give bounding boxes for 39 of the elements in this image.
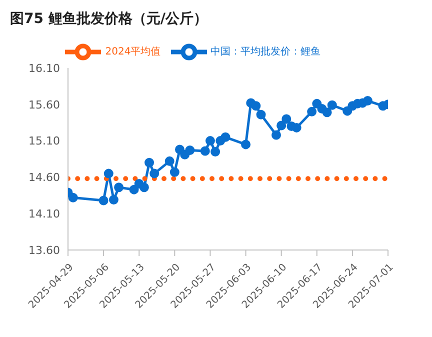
- point: [322, 108, 332, 118]
- point: [307, 106, 317, 116]
- point: [174, 144, 184, 154]
- point: [108, 195, 118, 205]
- point: [114, 182, 124, 192]
- y-tick-label: 14.10: [28, 208, 60, 221]
- point: [342, 106, 352, 116]
- point: [282, 114, 292, 124]
- point: [292, 122, 302, 132]
- point: [327, 100, 337, 110]
- point: [170, 167, 180, 177]
- point: [104, 168, 114, 178]
- y-tick-label: 15.60: [28, 98, 60, 112]
- point: [362, 96, 372, 106]
- point: [185, 146, 195, 156]
- point: [256, 110, 266, 120]
- legend-label: 中国：平均批发价：鲤鱼: [210, 46, 321, 58]
- point: [98, 196, 108, 206]
- point: [144, 158, 154, 168]
- y-tick-label: 15.10: [28, 134, 60, 148]
- point: [68, 192, 78, 202]
- point: [272, 130, 282, 140]
- y-tick-label: 14.60: [28, 171, 60, 184]
- point: [312, 98, 322, 108]
- point: [129, 184, 139, 194]
- legend-label: 2024平均值: [105, 46, 161, 58]
- point: [241, 140, 251, 150]
- point: [150, 168, 160, 178]
- point: [220, 132, 230, 142]
- point: [276, 120, 286, 130]
- point: [139, 182, 149, 192]
- point: [205, 136, 215, 146]
- y-tick-label: 16.10: [28, 62, 60, 75]
- point: [251, 101, 261, 111]
- point: [164, 156, 174, 166]
- y-tick-label: 13.60: [28, 244, 60, 257]
- chart-title: 图75 鲤鱼批发价格（元/公斤）: [9, 10, 208, 29]
- point: [210, 146, 220, 156]
- point: [200, 146, 210, 156]
